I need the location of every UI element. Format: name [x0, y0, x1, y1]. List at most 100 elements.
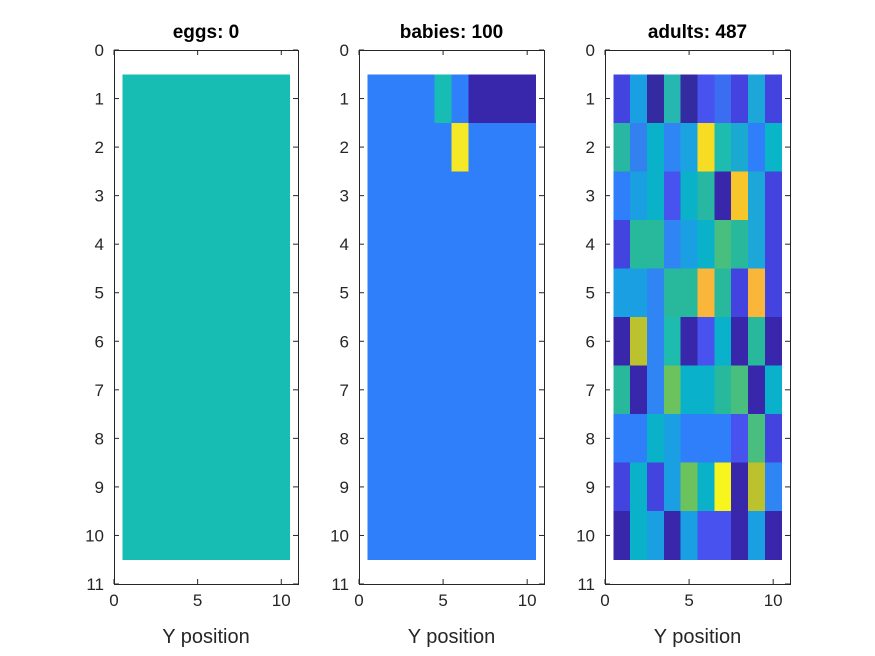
- heatmap-cell: [239, 463, 256, 512]
- heatmap-cell: [122, 220, 139, 269]
- heatmap-cell: [452, 414, 469, 463]
- heatmap-cell: [206, 317, 223, 366]
- heatmap-cell: [189, 123, 206, 172]
- heatmap-cell: [731, 74, 748, 123]
- heatmap-cell: [189, 414, 206, 463]
- y-tick-label: 7: [340, 381, 349, 400]
- heatmap-cell: [630, 366, 647, 415]
- heatmap-cell: [206, 74, 223, 123]
- heatmap-cell: [401, 317, 418, 366]
- heatmap-cell: [613, 268, 630, 317]
- heatmap-cell: [613, 220, 630, 269]
- heatmap-cell: [681, 171, 698, 220]
- heatmap-cell: [384, 268, 401, 317]
- heatmap-cell: [173, 220, 190, 269]
- y-tick-label: 9: [340, 478, 349, 497]
- heatmap-cell: [273, 268, 290, 317]
- heatmap-cell: [122, 414, 139, 463]
- heatmap-cell: [367, 123, 384, 172]
- heatmap-cell: [418, 511, 435, 560]
- heatmap-cell: [452, 366, 469, 415]
- heatmap-cell: [765, 366, 782, 415]
- heatmap-cell: [630, 171, 647, 220]
- heatmap-cell: [664, 171, 681, 220]
- heatmap-cell: [681, 317, 698, 366]
- y-tick-label: 9: [95, 478, 104, 497]
- heatmap-cell: [256, 366, 273, 415]
- heatmap-cell: [418, 123, 435, 172]
- heatmap-cell: [173, 123, 190, 172]
- heatmap-cell: [384, 74, 401, 123]
- heatmap-cell: [256, 171, 273, 220]
- y-tick-label: 10: [576, 526, 595, 545]
- y-tick-label: 2: [95, 138, 104, 157]
- heatmap-cell: [765, 123, 782, 172]
- heatmap-cell: [681, 414, 698, 463]
- y-tick-label: 8: [95, 429, 104, 448]
- heatmap-cell: [156, 268, 173, 317]
- heatmap-cell: [189, 268, 206, 317]
- heatmap-cell: [664, 268, 681, 317]
- heatmap-cell: [401, 220, 418, 269]
- heatmap-cell: [630, 220, 647, 269]
- heatmap-cell: [502, 123, 519, 172]
- heatmap-cell: [223, 463, 240, 512]
- heatmap-cell: [613, 511, 630, 560]
- heatmap-cell: [468, 123, 485, 172]
- heatmap-cell: [485, 463, 502, 512]
- heatmap-cell: [173, 366, 190, 415]
- heatmap-cell: [435, 220, 452, 269]
- heatmap-cell: [367, 220, 384, 269]
- heatmap-cell: [681, 220, 698, 269]
- heatmap-cell: [401, 463, 418, 512]
- heatmap-cell: [731, 414, 748, 463]
- y-tick-label: 11: [86, 575, 104, 594]
- heatmap-cell: [139, 511, 156, 560]
- heatmap-cell: [452, 463, 469, 512]
- heatmap-cell: [647, 511, 664, 560]
- y-tick-label: 6: [340, 332, 349, 351]
- y-tick-label: 5: [340, 284, 349, 303]
- heatmap-cell: [731, 268, 748, 317]
- heatmap-cell: [122, 171, 139, 220]
- heatmap-cell: [401, 171, 418, 220]
- heatmap-cell: [206, 414, 223, 463]
- heatmap-cell: [273, 317, 290, 366]
- heatmap-cell: [698, 171, 715, 220]
- heatmap-cell: [256, 74, 273, 123]
- heatmap-cell: [273, 463, 290, 512]
- heatmap-cell: [256, 414, 273, 463]
- heatmap-cell: [714, 366, 731, 415]
- heatmap-cell: [239, 317, 256, 366]
- heatmap-cell: [273, 123, 290, 172]
- heatmap-cell: [681, 123, 698, 172]
- x-tick-label: 5: [193, 591, 202, 610]
- heatmap-cell: [139, 123, 156, 172]
- heatmap-cell: [664, 123, 681, 172]
- y-tick-label: 1: [95, 90, 104, 109]
- heatmap-cell: [367, 366, 384, 415]
- heatmap-cell: [502, 74, 519, 123]
- heatmap-cell: [698, 463, 715, 512]
- heatmap-cell: [519, 220, 536, 269]
- heatmap-cell: [273, 511, 290, 560]
- heatmap-cell: [714, 123, 731, 172]
- y-tick-label: 4: [95, 235, 104, 254]
- heatmap-cell: [435, 463, 452, 512]
- heatmap-cell: [452, 171, 469, 220]
- heatmap-cell: [156, 74, 173, 123]
- heatmap-cell: [173, 414, 190, 463]
- heatmap-cell: [765, 220, 782, 269]
- heatmap-cell: [519, 511, 536, 560]
- heatmap-cell: [256, 511, 273, 560]
- heatmap-cell: [485, 511, 502, 560]
- heatmap-cell: [681, 74, 698, 123]
- heatmap-cell: [748, 366, 765, 415]
- heatmap-cell: [435, 74, 452, 123]
- heatmap-cell: [156, 171, 173, 220]
- heatmap-cell: [435, 171, 452, 220]
- heatmap-cell: [485, 414, 502, 463]
- heatmap-cell: [156, 463, 173, 512]
- heatmap-cell: [223, 511, 240, 560]
- heatmap-cell: [519, 123, 536, 172]
